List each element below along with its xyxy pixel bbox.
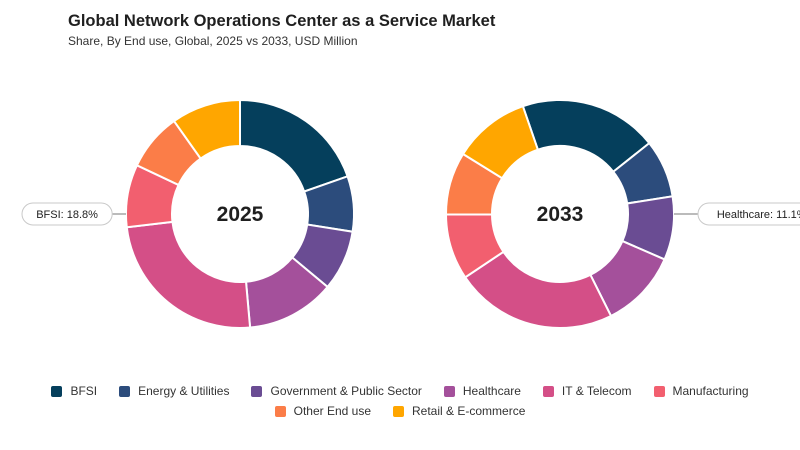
legend-item-bfsi[interactable]: BFSI — [51, 384, 97, 398]
legend-swatch — [653, 385, 665, 397]
callout-box-2025 — [21, 202, 113, 226]
legend-swatch — [443, 385, 455, 397]
legend-label: Other End use — [293, 404, 371, 418]
legend-item-retail-and-e-commerce[interactable]: Retail & E-commerce — [393, 404, 525, 418]
legend-label: Retail & E-commerce — [412, 404, 526, 418]
callout-label-2033: Healthcare: 11.1% — [717, 209, 800, 221]
legend-item-manufacturing[interactable]: Manufacturing — [653, 384, 749, 398]
legend-label: BFSI — [70, 384, 98, 398]
callout-box-2033 — [697, 202, 800, 226]
legend-label: Manufacturing — [672, 384, 749, 398]
chart-subtitle: Share, By End use, Global, 2025 vs 2033,… — [68, 34, 358, 48]
legend-swatch — [274, 405, 286, 417]
legend-swatch — [51, 385, 63, 397]
legend-label: Healthcare — [462, 384, 521, 398]
legend-swatch — [119, 385, 131, 397]
legend-label: Government & Public Sector — [270, 384, 422, 398]
legend-item-it-and-telecom[interactable]: IT & Telecom — [542, 384, 632, 398]
legend: BFSI Energy & Utilities Government & Publi… — [10, 384, 790, 418]
slice-2033-retail-and-e-commerce[interactable] — [461, 104, 540, 180]
legend-item-healthcare[interactable]: Healthcare — [443, 384, 521, 398]
legend-item-other-end-use[interactable]: Other End use — [274, 404, 371, 418]
slice-2025-it-and-telecom[interactable] — [125, 220, 252, 329]
callout-label-2025: BFSI: 18.8% — [36, 209, 98, 221]
chart-title: Global Network Operations Center as a Se… — [68, 12, 496, 30]
slice-2025-bfsi[interactable] — [239, 98, 349, 193]
center-label-2025: 2025 — [217, 203, 264, 226]
legend-swatch — [542, 385, 554, 397]
legend-label: IT & Telecom — [561, 384, 632, 398]
slice-2025-retail-and-e-commerce[interactable] — [172, 98, 241, 160]
legend-item-government-and-public-sector[interactable]: Government & Public Sector — [251, 384, 422, 398]
center-label-2033: 2033 — [537, 203, 584, 226]
legend-swatch — [251, 385, 263, 397]
legend-item-energy-and-utilities[interactable]: Energy & Utilities — [119, 384, 229, 398]
legend-label: Energy & Utilities — [138, 384, 230, 398]
legend-swatch — [393, 405, 404, 417]
